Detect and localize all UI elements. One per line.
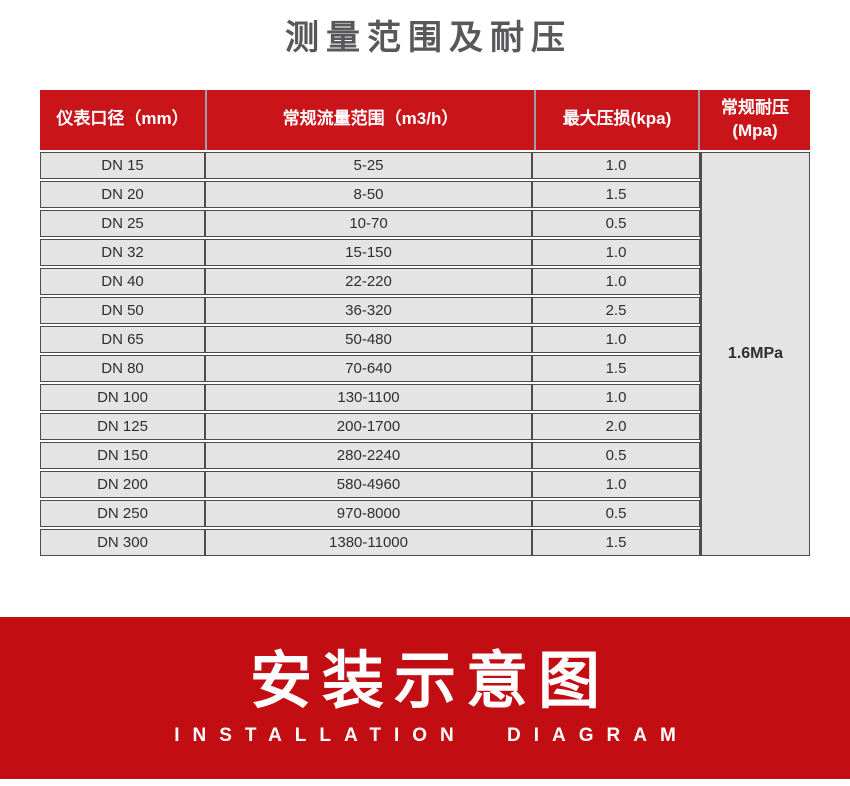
table-row: DN 300 1380-11000 1.5 (40, 528, 700, 556)
cell-flow-range: 70-640 (206, 355, 533, 381)
cell-max-pressure-loss: 1.0 (605, 272, 627, 290)
cell-max-pressure-loss: 1.0 (605, 243, 627, 261)
cell-flow-range: 50-480 (206, 326, 533, 352)
cell-max-pressure-loss: 0.5 (605, 504, 627, 522)
cell-diameter: DN 15 (41, 152, 206, 178)
header-meter-diameter: 仪表口径（mm） (40, 89, 207, 150)
cell-max-pressure-loss: 1.0 (605, 330, 627, 348)
cell-flow-range: 280-2240 (206, 442, 533, 468)
table-row: DN 80 70-640 1.5 (40, 354, 700, 382)
cell-diameter: DN 200 (41, 471, 206, 497)
cell-diameter: DN 25 (41, 210, 206, 236)
cell-max-pressure-loss: 1.0 (605, 475, 627, 493)
cell-flow-range: 130-1100 (206, 384, 533, 410)
cell-max-pressure-loss: 1.5 (605, 359, 627, 377)
table-row: DN 20 8-50 1.5 (40, 180, 700, 208)
banner-title: 安装示意图 (249, 647, 610, 717)
cell-max-pressure-loss: 1.5 (605, 533, 627, 551)
table-row: DN 125 200-1700 2.0 (40, 412, 700, 440)
cell-diameter: DN 50 (41, 297, 206, 323)
cell-max-pressure-loss: 0.5 (605, 214, 627, 232)
cell-diameter: DN 20 (41, 181, 206, 207)
cell-diameter: DN 40 (41, 268, 206, 294)
cell-flow-range: 15-150 (206, 239, 533, 265)
cell-flow-range: 5-25 (206, 152, 533, 178)
table-row: DN 32 15-150 1.0 (40, 238, 700, 266)
header-flow-range: 常规流量范围（m3/h） (207, 89, 536, 150)
table-row: DN 50 36-320 2.5 (40, 296, 700, 324)
table-body: DN 15 5-25 1.0 DN 20 8-50 1.5 DN 25 10-70 0.5 DN … (40, 151, 810, 556)
table-header-row: 仪表口径（mm） 常规流量范围（m3/h） 最大压损(kpa) 常规耐压 (Mp… (40, 89, 810, 150)
cell-diameter: DN 100 (41, 384, 206, 410)
header-pressure-rating: 常规耐压 (Mpa) (721, 97, 789, 140)
header-max-pressure-loss: 最大压损(kpa) (536, 89, 700, 150)
cell-max-pressure-loss: 0.5 (605, 446, 627, 464)
cell-max-pressure-loss: 1.5 (605, 185, 627, 203)
cell-flow-range: 10-70 (206, 210, 533, 236)
page-title: 测量范围及耐压 (285, 19, 572, 57)
table-row: DN 15 5-25 1.0 (40, 151, 700, 179)
cell-flow-range: 22-220 (206, 268, 533, 294)
installation-banner: 安装示意图 INSTALLATION DIAGRAM (0, 616, 850, 779)
pressure-rating-cell: 1.6MPa (700, 151, 810, 556)
table-row: DN 100 130-1100 1.0 (40, 383, 700, 411)
cell-max-pressure-loss: 2.0 (605, 417, 627, 435)
banner-subtitle: INSTALLATION DIAGRAM (174, 725, 689, 747)
cell-flow-range: 8-50 (206, 181, 533, 207)
table-row: DN 65 50-480 1.0 (40, 325, 700, 353)
table-row: DN 40 22-220 1.0 (40, 267, 700, 295)
table-row: DN 250 970-8000 0.5 (40, 499, 700, 527)
cell-flow-range: 200-1700 (206, 413, 533, 439)
table-row: DN 200 580-4960 1.0 (40, 470, 700, 498)
cell-diameter: DN 125 (41, 413, 206, 439)
cell-max-pressure-loss: 2.5 (605, 301, 627, 319)
cell-max-pressure-loss: 1.0 (605, 156, 627, 174)
cell-max-pressure-loss: 1.0 (605, 388, 627, 406)
table-row: DN 150 280-2240 0.5 (40, 441, 700, 469)
cell-flow-range: 36-320 (206, 297, 533, 323)
cell-diameter: DN 80 (41, 355, 206, 381)
cell-flow-range: 970-8000 (206, 500, 533, 526)
spec-table: 仪表口径（mm） 常规流量范围（m3/h） 最大压损(kpa) 常规耐压 (Mp… (40, 89, 810, 556)
cell-flow-range: 1380-11000 (206, 529, 533, 555)
cell-diameter: DN 250 (41, 500, 206, 526)
cell-diameter: DN 32 (41, 239, 206, 265)
cell-diameter: DN 150 (41, 442, 206, 468)
cell-diameter: DN 300 (41, 529, 206, 555)
table-rows: DN 15 5-25 1.0 DN 20 8-50 1.5 DN 25 10-70 0.5 DN … (40, 151, 700, 556)
table-row: DN 25 10-70 0.5 (40, 209, 700, 237)
cell-diameter: DN 65 (41, 326, 206, 352)
cell-flow-range: 580-4960 (206, 471, 533, 497)
